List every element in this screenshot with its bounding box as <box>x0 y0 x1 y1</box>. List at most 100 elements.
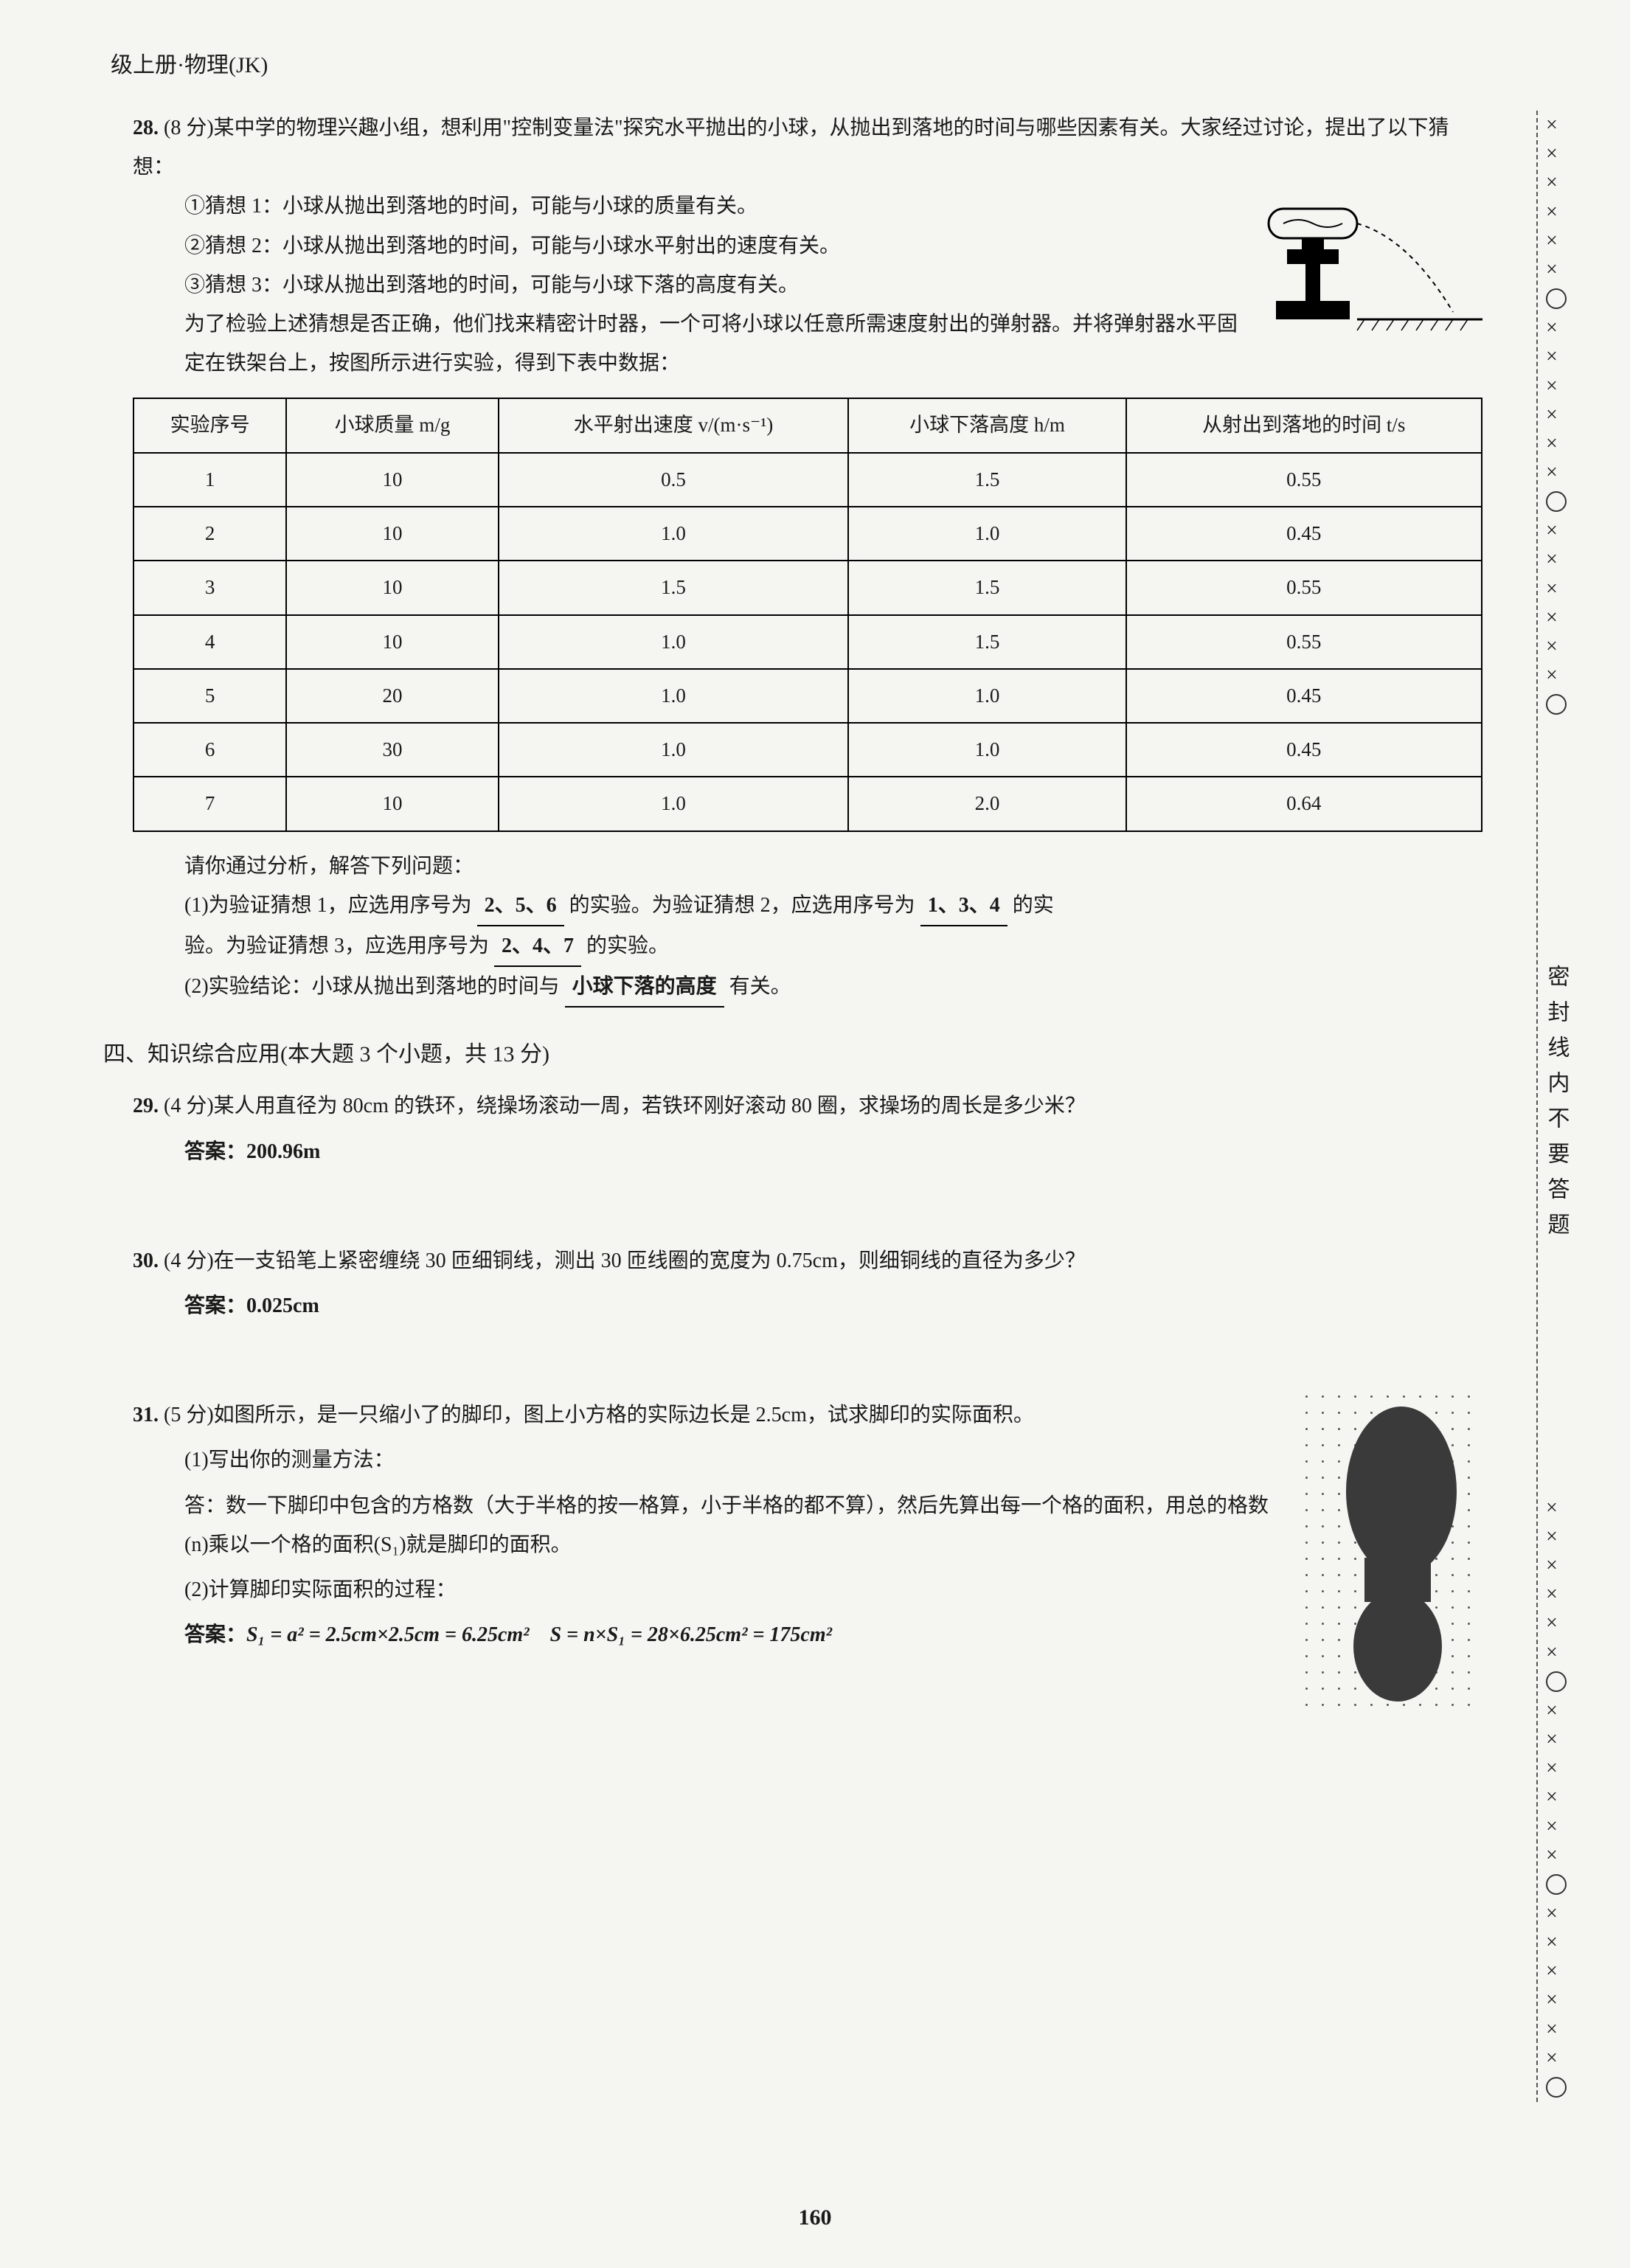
q28-blank3: 2、4、7 <box>494 926 581 967</box>
table-cell: 10 <box>286 561 498 614</box>
table-header: 实验序号 <box>133 398 286 452</box>
margin-x-icon: × <box>1546 1696 1567 1725</box>
table-cell: 0.45 <box>1126 507 1482 561</box>
table-cell: 10 <box>286 777 498 830</box>
margin-x-icon: × <box>1546 458 1567 487</box>
table-cell: 2.0 <box>848 777 1126 830</box>
margin-x-icon: × <box>1546 2044 1567 2073</box>
q28-intro: 某中学的物理兴趣小组，想利用"控制变量法"探究水平抛出的小球，从抛出到落地的时间… <box>133 117 1449 178</box>
table-cell: 2 <box>133 507 286 561</box>
margin-circle-icon <box>1546 1874 1567 1895</box>
table-cell: 0.55 <box>1126 453 1482 507</box>
q29-answer: 答案：200.96m <box>184 1132 1482 1171</box>
table-cell: 0.55 <box>1126 615 1482 669</box>
table-cell: 1 <box>133 453 286 507</box>
table-cell: 10 <box>286 453 498 507</box>
page-number: 160 <box>0 2196 1630 2238</box>
table-cell: 1.0 <box>499 507 849 561</box>
question-30: 30. (4 分)在一支铅笔上紧密缠绕 30 匝细铜线，测出 30 匝线圈的宽度… <box>103 1241 1482 1325</box>
margin-x-icon: × <box>1546 1725 1567 1754</box>
section-4-title: 四、知识综合应用(本大题 3 个小题，共 13 分) <box>103 1033 1482 1075</box>
table-cell: 10 <box>286 507 498 561</box>
margin-x-icon: × <box>1546 516 1567 545</box>
table-cell: 10 <box>286 615 498 669</box>
margin-x-icon: × <box>1546 198 1567 226</box>
table-cell: 1.0 <box>848 507 1126 561</box>
margin-x-icon: × <box>1546 255 1567 284</box>
margin-x-icon: × <box>1546 1812 1567 1841</box>
table-header: 水平射出速度 v/(m·s⁻¹) <box>499 398 849 452</box>
table-cell: 1.0 <box>499 615 849 669</box>
margin-x-icon: × <box>1546 1841 1567 1870</box>
q30-points: (4 分) <box>164 1249 214 1272</box>
margin-x-icon: × <box>1546 1783 1567 1811</box>
table-cell: 1.0 <box>848 669 1126 723</box>
q28-blank1: 2、5、6 <box>477 886 564 926</box>
table-row: 5201.01.00.45 <box>133 669 1482 723</box>
q29-points: (4 分) <box>164 1095 214 1117</box>
q29-number: 29. <box>133 1095 159 1117</box>
table-cell: 0.55 <box>1126 561 1482 614</box>
margin-x-icon: × <box>1546 372 1567 400</box>
margin-x-icon: × <box>1546 1957 1567 1986</box>
margin-circle-icon <box>1546 2077 1567 2098</box>
margin-x-icon: × <box>1546 575 1567 603</box>
q28-number: 28. <box>133 117 159 139</box>
margin-x-icon: × <box>1546 1986 1567 2014</box>
margin-x-icon: × <box>1546 632 1567 661</box>
table-cell: 7 <box>133 777 286 830</box>
table-cell: 1.0 <box>848 723 1126 777</box>
q30-answer: 答案：0.025cm <box>184 1286 1482 1325</box>
margin-x-icon: × <box>1546 1580 1567 1609</box>
table-cell: 0.45 <box>1126 723 1482 777</box>
margin-x-icon: × <box>1546 1638 1567 1667</box>
margin-x-icon: × <box>1546 313 1567 342</box>
margin-x-icon: × <box>1546 226 1567 255</box>
margin-x-icon: × <box>1546 168 1567 197</box>
q28-part1: (1)为验证猜想 1，应选用序号为 2、5、6 的实验。为验证猜想 2，应选用序… <box>184 886 1482 926</box>
q28-data-table: 实验序号小球质量 m/g水平射出速度 v/(m·s⁻¹)小球下落高度 h/m从射… <box>133 398 1482 831</box>
margin-x-icon: × <box>1546 603 1567 632</box>
table-cell: 1.5 <box>499 561 849 614</box>
margin-x-icon: × <box>1546 661 1567 690</box>
q31-part2-answer: 答案：S₁ = a² = 2.5cm×2.5cm = 6.25cm² S = n… <box>184 1615 1482 1654</box>
table-cell: 4 <box>133 615 286 669</box>
seal-text: 密封线内不要答题 <box>1536 965 1578 1248</box>
question-29: 29. (4 分)某人用直径为 80cm 的铁环，绕操场滚动一周，若铁环刚好滚动… <box>103 1086 1482 1171</box>
margin-x-icon: × <box>1546 429 1567 458</box>
margin-x-icon: × <box>1546 1522 1567 1551</box>
q29-text: 某人用直径为 80cm 的铁环，绕操场滚动一周，若铁环刚好滚动 80 圈，求操场… <box>214 1095 1086 1117</box>
table-cell: 1.5 <box>848 453 1126 507</box>
q31-part1: (1)写出你的测量方法： <box>184 1440 1482 1480</box>
margin-x-icon: × <box>1546 1551 1567 1580</box>
table-cell: 1.0 <box>499 777 849 830</box>
q28-blank4: 小球下落的高度 <box>565 967 724 1008</box>
q30-number: 30. <box>133 1249 159 1272</box>
table-cell: 3 <box>133 561 286 614</box>
q28-points: (8 分) <box>164 117 214 139</box>
q31-part2: (2)计算脚印实际面积的过程： <box>184 1570 1482 1609</box>
margin-x-icon: × <box>1546 1754 1567 1783</box>
table-cell: 1.0 <box>499 723 849 777</box>
margin-x-icon: × <box>1546 400 1567 429</box>
table-cell: 1.5 <box>848 561 1126 614</box>
table-cell: 0.45 <box>1126 669 1482 723</box>
margin-x-icon: × <box>1546 1609 1567 1637</box>
table-row: 6301.01.00.45 <box>133 723 1482 777</box>
margin-x-icon: × <box>1546 1928 1567 1957</box>
seal-strip: ×××××××××××××××××× 密封线内不要答题 ××××××××××××… <box>1527 111 1586 2102</box>
launcher-diagram <box>1261 194 1482 341</box>
q31-points: (5 分) <box>164 1404 214 1426</box>
table-row: 7101.02.00.64 <box>133 777 1482 830</box>
table-row: 4101.01.50.55 <box>133 615 1482 669</box>
table-cell: 30 <box>286 723 498 777</box>
table-row: 2101.01.00.45 <box>133 507 1482 561</box>
table-cell: 1.0 <box>499 669 849 723</box>
margin-circle-icon <box>1546 491 1567 512</box>
table-cell: 5 <box>133 669 286 723</box>
margin-circle-icon <box>1546 694 1567 715</box>
margin-x-icon: × <box>1546 1494 1567 1522</box>
q31-number: 31. <box>133 1404 159 1426</box>
table-cell: 6 <box>133 723 286 777</box>
table-cell: 1.5 <box>848 615 1126 669</box>
